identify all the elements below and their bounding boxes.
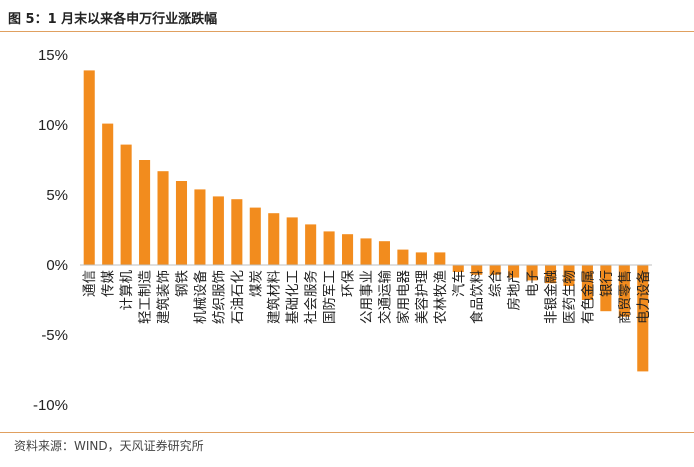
bar — [194, 189, 206, 265]
bar — [471, 265, 483, 275]
category-label: 家用电器 — [395, 270, 412, 324]
category-labels: 通信 传媒 计算机 轻工制造 建筑装饰 钢铁 机械设备 纺织服饰 石油石化 煤炭 建筑材料 基础化工社… — [82, 270, 652, 325]
category-label: 房地产 — [507, 270, 523, 311]
category-label: 食品饮料 — [469, 270, 486, 324]
y-tick-label: -10% — [33, 397, 68, 414]
category-label: 美容护理 — [413, 270, 430, 324]
y-tick-label: 0% — [46, 257, 68, 274]
category-label: 公用事业 — [359, 270, 375, 324]
source-note: 资料来源：WIND，天风证券研究所 — [14, 439, 204, 453]
bar — [637, 265, 649, 372]
bar — [323, 231, 335, 265]
y-tick-label: 15% — [38, 47, 68, 64]
bar — [581, 265, 593, 300]
category-label: 环保 — [341, 270, 357, 297]
bar — [618, 265, 630, 317]
bar — [212, 196, 224, 265]
bar — [157, 171, 169, 265]
title-divider — [0, 31, 694, 32]
bar — [489, 265, 501, 275]
bar — [342, 234, 354, 265]
bar — [120, 144, 132, 265]
category-label: 电力设备 — [635, 270, 652, 324]
bar — [286, 217, 298, 265]
category-label: 商贸零售 — [617, 270, 633, 324]
bars-group — [83, 70, 649, 372]
category-label: 计算机 — [119, 270, 135, 311]
category-label: 银行 — [599, 270, 615, 297]
footer-divider — [0, 432, 694, 433]
category-label: 交通运输 — [376, 270, 393, 324]
bar — [434, 252, 446, 265]
bar — [360, 238, 372, 265]
category-label: 纺织服饰 — [211, 270, 227, 324]
category-label: 非银金融 — [544, 270, 560, 324]
category-label: 有色金属 — [579, 270, 596, 324]
category-label: 医药生物 — [562, 270, 578, 324]
bar — [508, 265, 520, 278]
category-label: 轻工制造 — [138, 270, 154, 324]
bar — [378, 241, 390, 265]
category-label: 通信 — [82, 270, 98, 297]
category-label: 建筑材料 — [267, 270, 283, 324]
bar — [139, 160, 151, 265]
y-tick-label: 10% — [38, 117, 68, 134]
bar — [231, 199, 243, 265]
category-label: 综合 — [488, 270, 504, 297]
bar — [268, 213, 280, 265]
category-label: 石油石化 — [230, 270, 246, 324]
category-label: 社会服务 — [304, 270, 320, 324]
bar — [83, 70, 95, 266]
bar — [305, 224, 317, 265]
category-label: 国防军工 — [322, 270, 338, 324]
figure-title: 图 5：1 月末以来各申万行业涨跌幅 — [8, 12, 218, 27]
category-label: 建筑装饰 — [156, 270, 172, 324]
bar — [175, 181, 188, 265]
category-label: 煤炭 — [248, 270, 264, 297]
y-tick-label: -5% — [41, 327, 68, 344]
bar — [600, 265, 612, 312]
category-label: 传媒 — [101, 270, 117, 297]
bar-chart: 15% 10% 5% 0% -5% -10% 通信 传媒 计算机 轻工制造 建筑装饰 钢铁 机械设备纺… — [33, 47, 652, 414]
y-tick-label: 5% — [46, 187, 68, 204]
bar — [249, 207, 261, 265]
category-label: 基础化工 — [284, 270, 301, 324]
bar — [544, 265, 557, 284]
y-axis: 15% 10% 5% 0% -5% -10% — [33, 47, 68, 414]
category-label: 电子 — [525, 270, 541, 297]
bar — [397, 249, 409, 265]
category-label: 汽车 — [450, 270, 467, 297]
category-label: 机械设备 — [192, 270, 209, 324]
bar — [452, 265, 464, 272]
category-label: 钢铁 — [174, 270, 190, 297]
category-label: 农林牧渔 — [433, 270, 449, 324]
bar — [102, 123, 114, 265]
bar — [415, 252, 427, 265]
bar — [526, 265, 538, 281]
bar — [563, 265, 575, 286]
